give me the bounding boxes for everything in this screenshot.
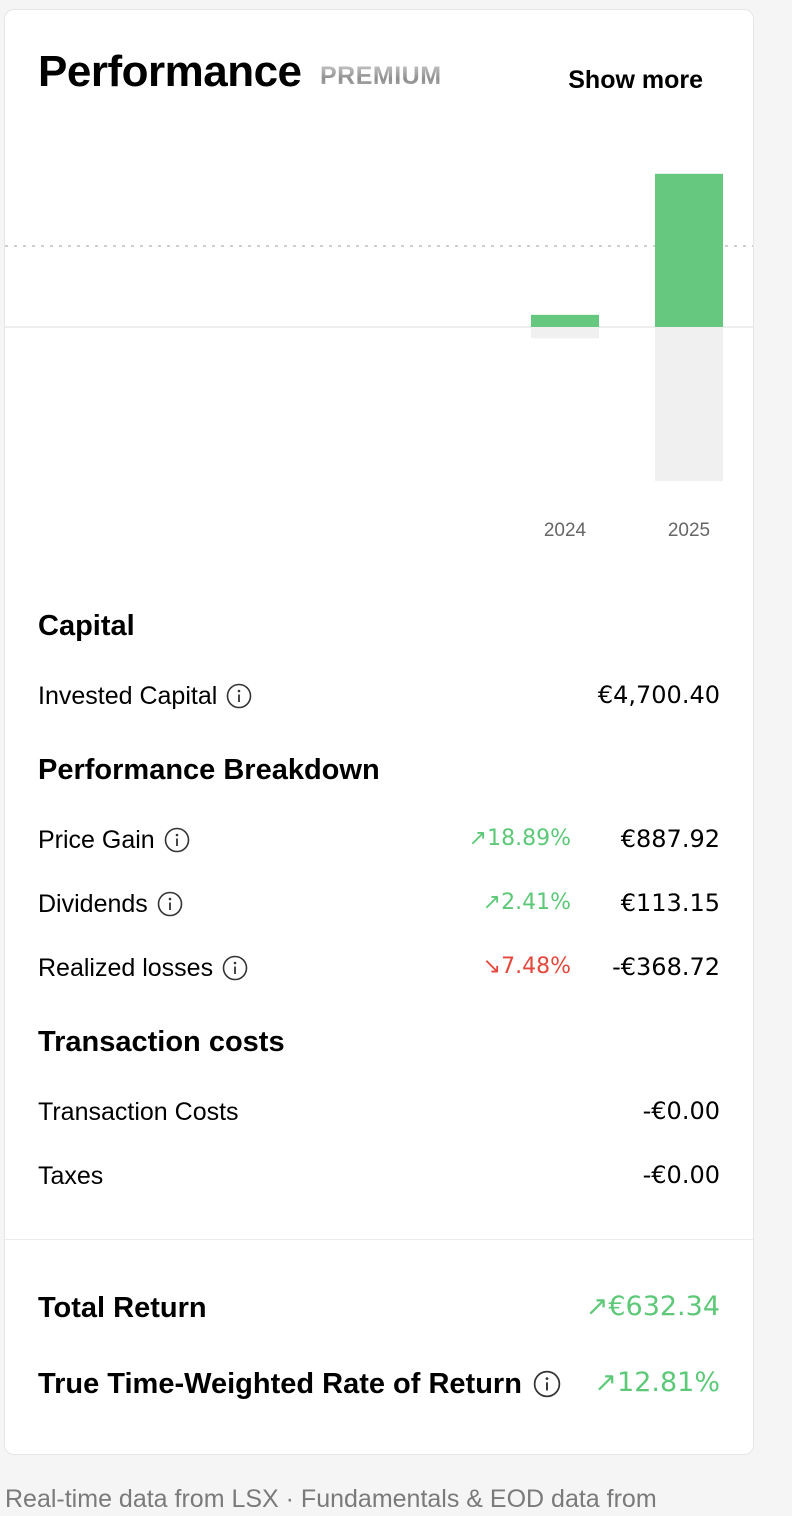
total-return-value: ↗€632.34 bbox=[586, 1289, 720, 1325]
realized-losses-pct-text: 7.48% bbox=[501, 954, 571, 979]
price-gain-pct-text: 18.89% bbox=[487, 826, 571, 851]
footer-attribution: Real-time data from LSX · Fundamentals &… bbox=[5, 1485, 657, 1513]
total-return-label: Total Return bbox=[38, 1292, 207, 1324]
x-tick-label-2025: 2025 bbox=[668, 520, 710, 541]
ttwror-label: True Time-Weighted Rate of Return bbox=[38, 1366, 561, 1402]
total-return-value-text: €632.34 bbox=[608, 1291, 720, 1322]
price-gain-value: €887.92 bbox=[620, 825, 720, 853]
info-circle-icon[interactable] bbox=[533, 1370, 561, 1398]
performance-card: Performance PREMIUM Show more 2024 2025 C… bbox=[4, 9, 754, 1455]
show-more-button[interactable]: Show more bbox=[568, 66, 703, 94]
info-circle-icon[interactable] bbox=[164, 827, 190, 853]
info-circle-icon[interactable] bbox=[226, 683, 252, 709]
info-circle-icon[interactable] bbox=[222, 955, 248, 981]
realized-losses-pct: ↘7.48% bbox=[483, 951, 571, 983]
info-circle-icon[interactable] bbox=[157, 891, 183, 917]
arrow-up-right-icon: ↗ bbox=[594, 1367, 618, 1398]
realized-losses-label: Realized losses bbox=[38, 952, 248, 984]
transaction-costs-title: Transaction costs bbox=[38, 1026, 285, 1058]
premium-badge: PREMIUM bbox=[320, 62, 442, 90]
price-gain-pct: ↗18.89% bbox=[469, 823, 571, 855]
arrow-down-right-icon: ↘ bbox=[482, 954, 502, 979]
divider bbox=[5, 1239, 753, 1240]
bar-negative-2024 bbox=[531, 327, 599, 339]
ttwror-value-text: 12.81% bbox=[617, 1367, 720, 1398]
realized-losses-text: Realized losses bbox=[38, 954, 214, 982]
taxes-label: Taxes bbox=[38, 1162, 104, 1190]
performance-breakdown-title: Performance Breakdown bbox=[38, 754, 380, 786]
arrow-up-right-icon: ↗ bbox=[482, 890, 502, 915]
bar-negative-2025 bbox=[655, 327, 723, 481]
bar-positive-2024 bbox=[531, 314, 599, 327]
taxes-value: -€0.00 bbox=[642, 1161, 720, 1189]
arrow-up-right-icon: ↗ bbox=[468, 826, 488, 851]
transaction-costs-label: Transaction Costs bbox=[38, 1098, 239, 1126]
transaction-costs-value: -€0.00 bbox=[642, 1097, 720, 1125]
realized-losses-value: -€368.72 bbox=[612, 953, 720, 981]
ttwror-value: ↗12.81% bbox=[594, 1365, 720, 1401]
dividends-pct: ↗2.41% bbox=[483, 887, 571, 919]
dividends-value: €113.15 bbox=[620, 889, 720, 917]
dividends-text: Dividends bbox=[38, 890, 148, 918]
invested-capital-value: €4,700.40 bbox=[597, 681, 720, 709]
x-tick-label-2024: 2024 bbox=[544, 520, 587, 541]
page-title: Performance bbox=[38, 47, 302, 96]
price-gain-text: Price Gain bbox=[38, 826, 155, 854]
dividends-label: Dividends bbox=[38, 888, 183, 920]
price-gain-label: Price Gain bbox=[38, 824, 190, 856]
capital-title: Capital bbox=[38, 610, 135, 642]
arrow-up-right-icon: ↗ bbox=[585, 1291, 609, 1322]
invested-capital-label: Invested Capital bbox=[38, 680, 252, 712]
ttwror-text: True Time-Weighted Rate of Return bbox=[38, 1368, 522, 1400]
dividends-pct-text: 2.41% bbox=[501, 890, 571, 915]
performance-chart: 2024 2025 bbox=[5, 173, 753, 541]
invested-capital-text: Invested Capital bbox=[38, 682, 218, 710]
bar-positive-2025 bbox=[655, 173, 723, 327]
